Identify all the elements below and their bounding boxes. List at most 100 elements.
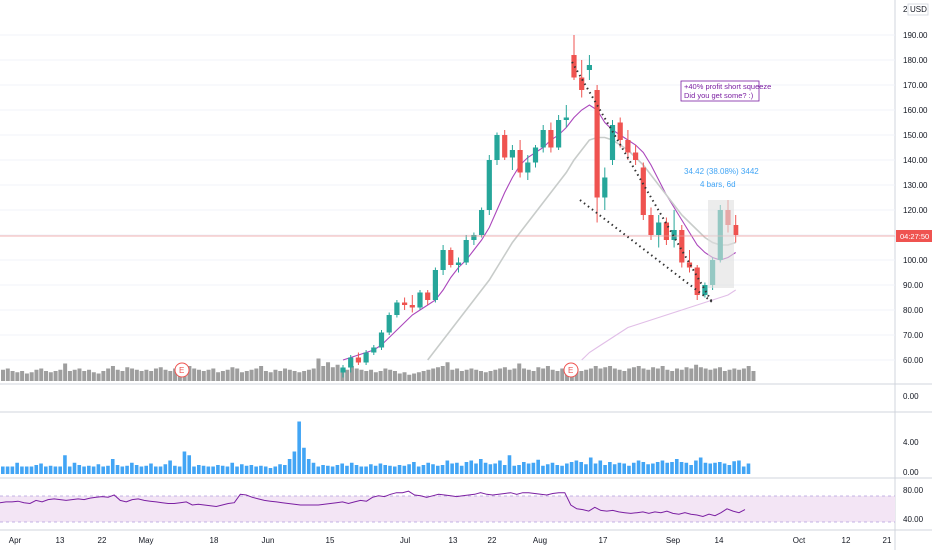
volume-bar bbox=[655, 368, 660, 381]
histogram-bar bbox=[220, 465, 225, 474]
histogram-bar bbox=[373, 465, 378, 474]
histogram-bar bbox=[240, 464, 244, 474]
volume-bar bbox=[287, 369, 292, 381]
histogram-bar bbox=[230, 462, 235, 474]
histogram-bar bbox=[306, 459, 311, 474]
histogram-bar bbox=[326, 465, 330, 474]
volume-bar bbox=[115, 369, 120, 381]
histogram-bar bbox=[321, 465, 325, 474]
candle-body bbox=[686, 262, 693, 268]
histogram-bar bbox=[679, 462, 684, 474]
histogram-bar bbox=[101, 466, 105, 474]
volume-bar bbox=[522, 368, 527, 381]
volume-bar bbox=[694, 364, 699, 381]
volume-bar bbox=[584, 369, 589, 381]
volume-bar bbox=[72, 369, 77, 381]
candle-body bbox=[348, 357, 354, 368]
price-tick-label: 190.00 bbox=[903, 31, 928, 40]
histogram-bar bbox=[182, 451, 187, 474]
volume-bar bbox=[96, 373, 101, 381]
histogram-bar bbox=[459, 465, 464, 474]
earnings-marker-2[interactable]: E bbox=[563, 362, 579, 378]
histogram-bar bbox=[259, 465, 263, 474]
volume-bar bbox=[244, 371, 249, 381]
measure-box[interactable] bbox=[708, 200, 734, 288]
candle-body bbox=[425, 292, 431, 300]
candle-body bbox=[563, 117, 569, 120]
earnings-marker-1[interactable]: E bbox=[174, 362, 190, 378]
histogram-bar bbox=[34, 465, 39, 474]
volume-bar bbox=[330, 367, 335, 381]
histogram-bar bbox=[627, 465, 631, 474]
volume-bar bbox=[598, 368, 603, 381]
histogram-bar bbox=[235, 466, 239, 474]
candle-body bbox=[609, 125, 616, 160]
volume-bar bbox=[134, 369, 139, 381]
volume-bar bbox=[627, 368, 632, 381]
histogram-bar bbox=[206, 466, 211, 474]
histogram-bar bbox=[426, 462, 431, 474]
candle-body bbox=[679, 230, 685, 263]
volume-bar bbox=[82, 371, 87, 381]
candle-body bbox=[671, 230, 677, 240]
ma-line-long bbox=[581, 289, 736, 361]
histogram-bar bbox=[20, 466, 24, 474]
volume-bar bbox=[646, 369, 651, 381]
lower-trendline[interactable] bbox=[579, 199, 713, 303]
candle-body bbox=[571, 55, 577, 78]
volume-bar bbox=[149, 371, 154, 381]
histogram-bar bbox=[421, 465, 426, 474]
candle-body bbox=[702, 285, 708, 295]
candle-body bbox=[417, 292, 423, 308]
volume-bar bbox=[120, 371, 125, 381]
volume-bar bbox=[201, 371, 206, 381]
histogram-bar bbox=[120, 466, 125, 474]
candle-body bbox=[502, 135, 508, 158]
volume-bar bbox=[335, 364, 340, 381]
volume-bar bbox=[340, 368, 345, 381]
volume-bar bbox=[249, 369, 254, 381]
volume-bar bbox=[684, 367, 689, 381]
histogram-bar bbox=[670, 462, 674, 474]
volume-bar bbox=[29, 372, 34, 381]
histogram-bar bbox=[388, 465, 392, 474]
volume-bar bbox=[450, 369, 455, 381]
volume-bar bbox=[1, 369, 5, 381]
volume-bar bbox=[240, 372, 244, 381]
price-tick-label: 80.00 bbox=[903, 306, 924, 315]
note-box[interactable] bbox=[680, 80, 760, 102]
volume-bar bbox=[612, 368, 617, 381]
candle-body bbox=[432, 270, 438, 300]
volume-bar bbox=[502, 367, 507, 381]
candle-body bbox=[517, 150, 523, 173]
histogram-bar bbox=[608, 462, 612, 474]
currency-badge[interactable] bbox=[907, 3, 929, 16]
volume-bar bbox=[67, 371, 72, 381]
histogram-bar bbox=[58, 466, 62, 474]
histogram-bar bbox=[555, 465, 560, 474]
last-price-label: 04:27:50 bbox=[900, 232, 929, 241]
histogram-bar bbox=[173, 465, 177, 474]
volume-bar bbox=[507, 369, 512, 381]
histogram-bar bbox=[53, 466, 58, 474]
hist-axis-label-top: 4.00 bbox=[903, 438, 919, 447]
volume-bar bbox=[87, 369, 92, 381]
volume-bar bbox=[34, 369, 39, 381]
volume-bar bbox=[493, 369, 498, 381]
volume-bar bbox=[235, 368, 240, 381]
volume-bar bbox=[297, 372, 302, 381]
volume-bar bbox=[10, 371, 15, 381]
histogram-bar bbox=[407, 464, 411, 474]
volume-bar bbox=[727, 369, 732, 381]
price-axis[interactable]: 60.0070.0080.0090.00100.00110.00120.0013… bbox=[903, 31, 928, 365]
price-tick-label: 160.00 bbox=[903, 106, 928, 115]
upper-trendline[interactable] bbox=[571, 61, 713, 303]
volume-bar bbox=[498, 368, 503, 381]
histogram-bar bbox=[201, 465, 206, 474]
price-tick-label: 70.00 bbox=[903, 331, 924, 340]
volume-bar bbox=[206, 369, 211, 381]
candle-body bbox=[579, 77, 585, 90]
time-axis[interactable]: Apr 13 22 May 18 Jun 15 Jul 13 22 Aug 17 Sep 14 Oct 12 2… bbox=[9, 536, 892, 545]
volume-bar bbox=[622, 371, 627, 381]
